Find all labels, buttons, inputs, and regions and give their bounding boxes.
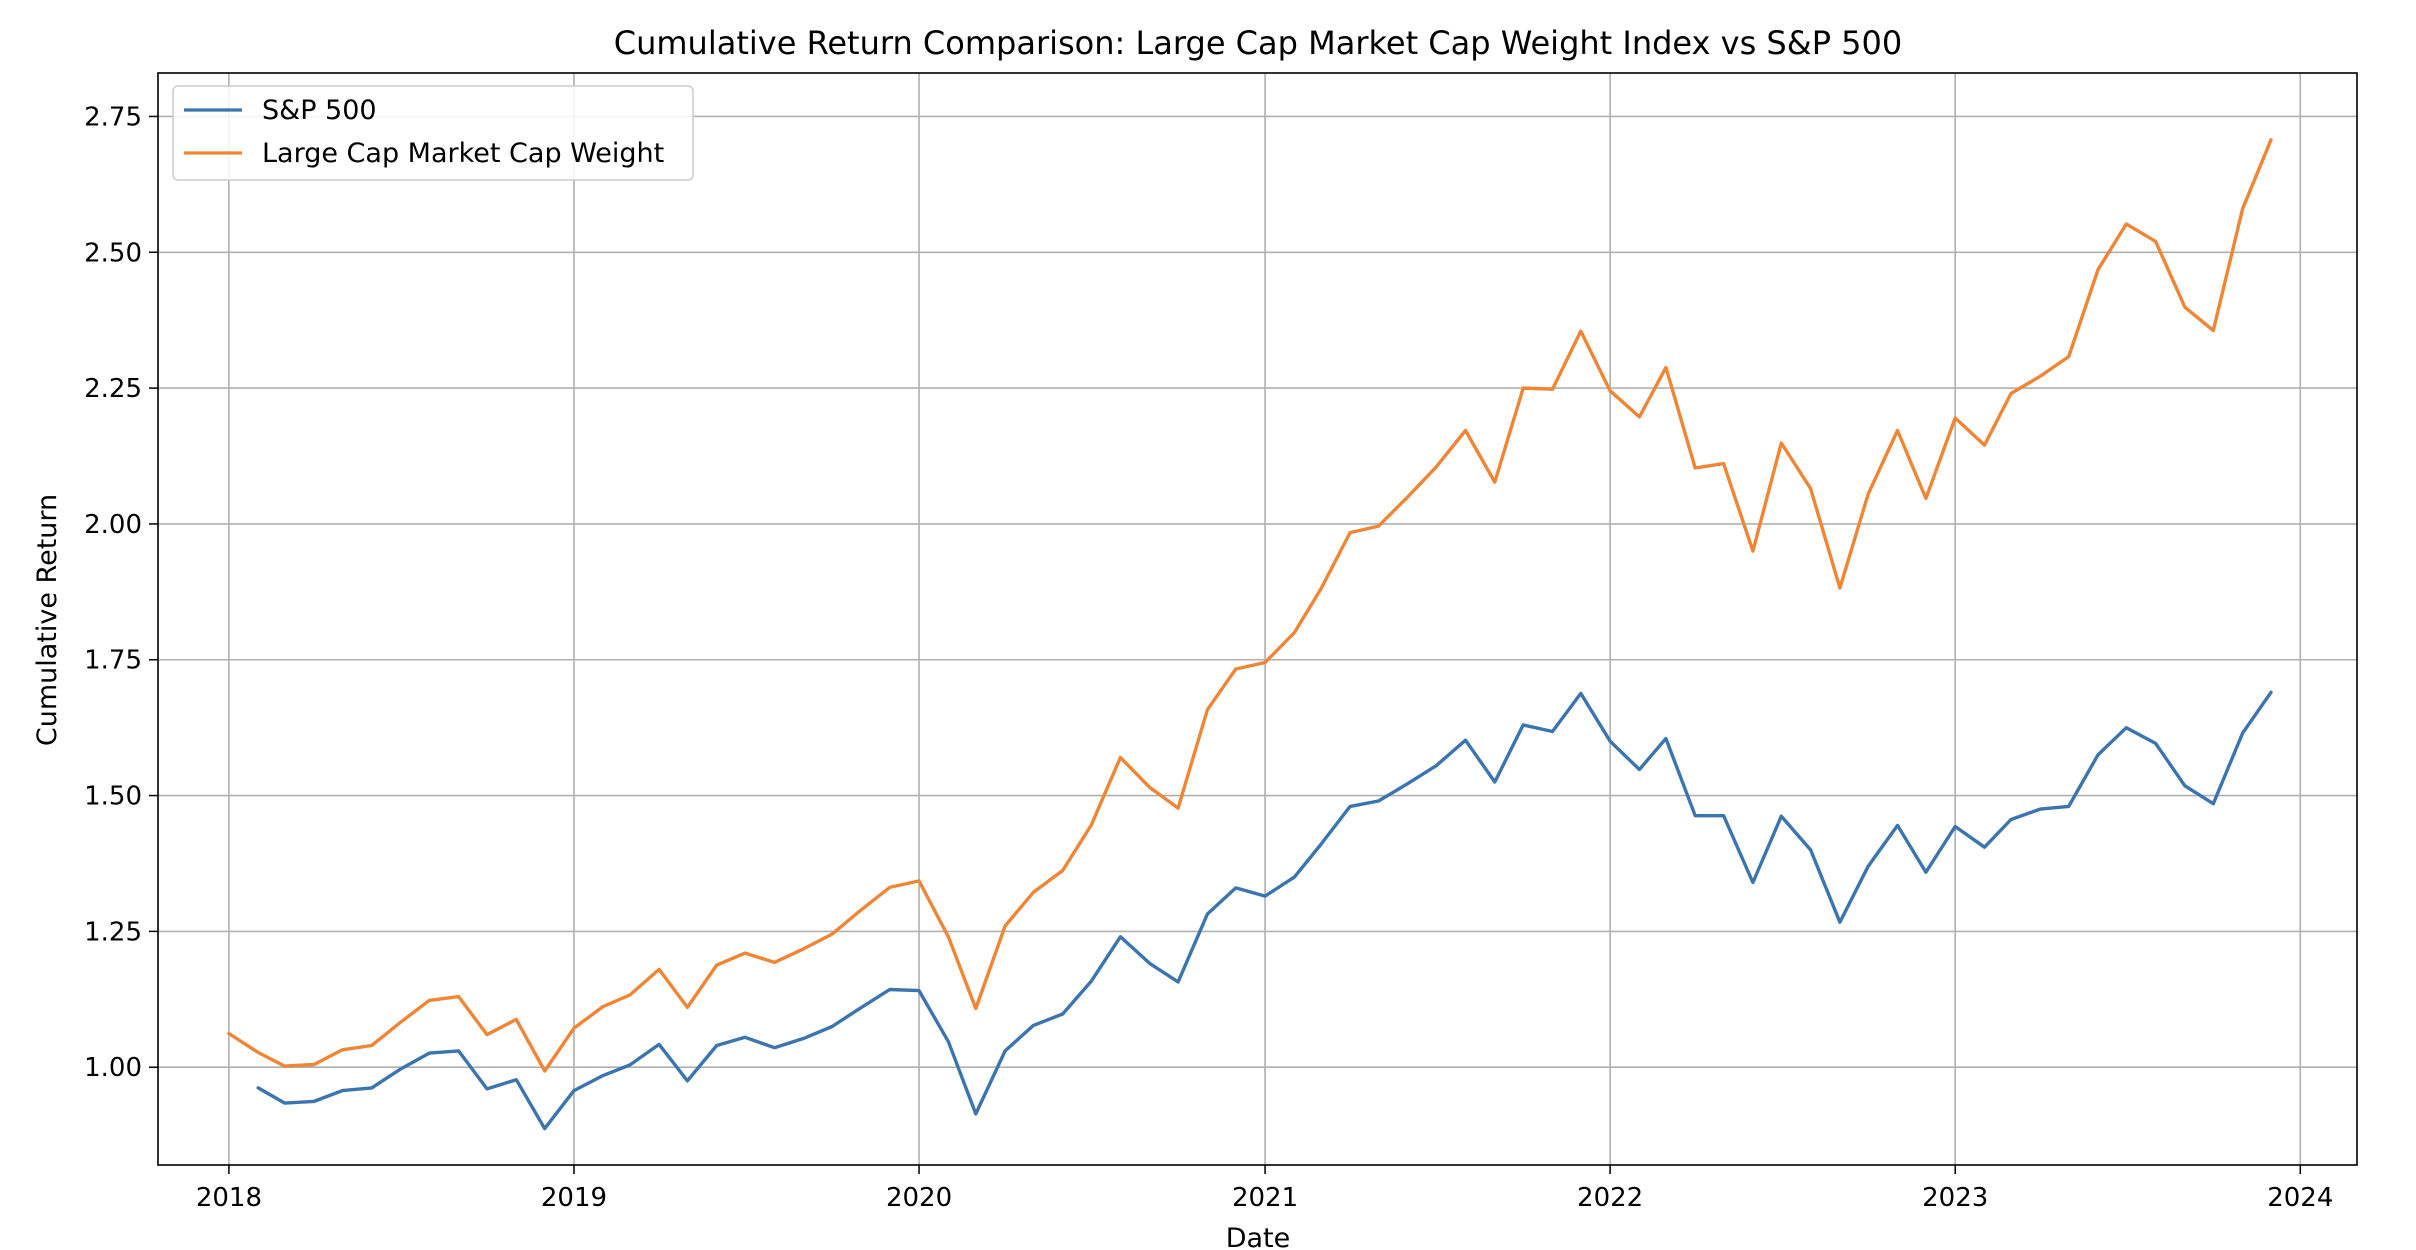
y-tick-label: 1.50	[84, 782, 142, 812]
plot-frame	[157, 72, 2358, 1166]
x-tick-label: 2018	[196, 1183, 262, 1213]
series-lines	[227, 138, 2273, 1131]
x-tick-label: 2023	[1922, 1183, 1988, 1213]
x-axis: 2018 2019 2020 2021 2022 2023 2024	[196, 1165, 2333, 1213]
y-axis: 1.00 1.25 1.50 1.75 2.00 2.25 2.50 2.75	[84, 102, 158, 1083]
chart-title: Cumulative Return Comparison: Large Cap …	[614, 24, 1902, 62]
x-tick-label: 2021	[1232, 1183, 1298, 1213]
legend: S&P 500 Large Cap Market Cap Weight	[172, 85, 694, 181]
y-tick-label: 1.00	[84, 1053, 142, 1083]
series-line-large-cap	[227, 138, 2273, 1073]
y-tick-label: 2.50	[84, 238, 142, 268]
legend-label-large-cap: Large Cap Market Cap Weight	[262, 138, 664, 169]
x-tick-label: 2022	[1577, 1183, 1643, 1213]
legend-box	[172, 85, 694, 181]
legend-label-sp500: S&P 500	[262, 95, 377, 126]
series-line-sp500	[256, 690, 2273, 1131]
x-tick-label: 2020	[886, 1183, 952, 1213]
y-axis-label: Cumulative Return	[32, 494, 63, 746]
x-tick-label: 2019	[541, 1183, 607, 1213]
y-tick-label: 1.25	[84, 917, 142, 947]
x-tick-label: 2024	[2267, 1183, 2333, 1213]
y-tick-label: 2.75	[84, 102, 142, 132]
grid-lines	[158, 73, 2357, 1165]
x-axis-label: Date	[1226, 1223, 1291, 1250]
y-tick-label: 2.00	[84, 510, 142, 540]
y-tick-label: 1.75	[84, 646, 142, 676]
y-tick-label: 2.25	[84, 374, 142, 404]
